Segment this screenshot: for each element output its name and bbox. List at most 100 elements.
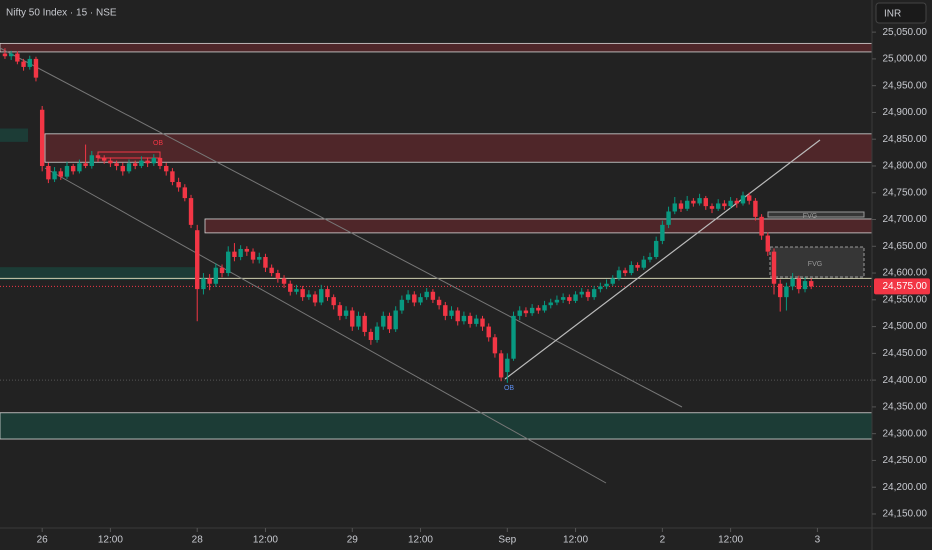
candle-body xyxy=(306,294,312,298)
fvg-box xyxy=(767,211,865,218)
candle-body xyxy=(362,315,367,332)
candle-body xyxy=(629,265,634,274)
candle-body xyxy=(467,315,473,324)
x-tick-label: 12:00 xyxy=(408,535,433,546)
candle-body xyxy=(244,248,250,252)
x-tick-label: 12:00 xyxy=(563,535,588,546)
candle-body xyxy=(164,165,169,172)
candle-body xyxy=(126,163,132,172)
candle-body xyxy=(635,265,640,268)
candle-body xyxy=(585,291,591,298)
candle-body xyxy=(740,195,746,204)
candle-body xyxy=(157,157,163,166)
candle-body xyxy=(474,318,479,324)
candle-body xyxy=(734,200,739,204)
candle-body xyxy=(151,157,157,164)
candle-body xyxy=(622,270,628,274)
y-tick-label: 24,750.00 xyxy=(883,187,928,198)
candle-body xyxy=(139,160,144,166)
y-tick-label: 24,550.00 xyxy=(883,294,928,305)
candle-body xyxy=(529,307,535,314)
zone xyxy=(0,412,873,440)
y-tick-label: 24,350.00 xyxy=(883,402,928,413)
annotation: OB xyxy=(504,385,514,392)
currency-button[interactable] xyxy=(875,2,927,24)
candle-body xyxy=(579,291,584,295)
candle-body xyxy=(573,294,578,301)
candle-body xyxy=(480,318,485,327)
trend-line xyxy=(504,139,821,380)
candle-body xyxy=(170,171,175,183)
y-tick-label: 24,150.00 xyxy=(883,509,928,520)
candle-body xyxy=(108,160,113,164)
annotation: FVG xyxy=(803,213,817,220)
candle-body xyxy=(207,278,212,284)
zone xyxy=(0,267,195,281)
candle-body xyxy=(412,294,417,303)
candle-body xyxy=(226,251,231,274)
zone xyxy=(0,42,873,53)
candle-body xyxy=(46,165,51,180)
y-tick-label: 24,450.00 xyxy=(883,348,928,359)
candle-body xyxy=(684,200,690,209)
fvg-box xyxy=(769,246,865,278)
candle-body xyxy=(498,353,504,378)
candle-body xyxy=(64,165,70,177)
candle-body xyxy=(505,358,510,373)
candle-body xyxy=(319,289,324,303)
candle-body xyxy=(52,171,57,180)
zone xyxy=(0,128,28,142)
currency[interactable]: INR xyxy=(884,9,901,20)
candle-body xyxy=(182,187,188,199)
y-tick-label: 24,500.00 xyxy=(883,321,928,332)
candle-body xyxy=(33,58,39,78)
candle-body xyxy=(784,286,789,298)
candle-body xyxy=(536,307,541,311)
candle-body xyxy=(275,273,281,279)
candle-body xyxy=(238,248,243,257)
candle-body xyxy=(312,294,318,303)
channel-line xyxy=(0,47,683,408)
y-tick-label: 24,950.00 xyxy=(883,80,928,91)
zone xyxy=(204,218,873,234)
x-tick-label: Sep xyxy=(498,535,516,546)
candle-body xyxy=(232,251,237,257)
candle-body xyxy=(455,310,460,322)
candle-body xyxy=(523,310,529,314)
candle-body xyxy=(145,160,150,164)
candle-body xyxy=(703,198,708,207)
candle-body xyxy=(95,155,101,158)
candle-body xyxy=(511,315,516,359)
candle-body xyxy=(133,163,138,166)
candle-body xyxy=(114,163,119,166)
candle-body xyxy=(288,283,293,292)
y-tick-label: 25,000.00 xyxy=(883,54,928,65)
candle-body xyxy=(759,216,764,236)
candle-body xyxy=(2,53,8,57)
x-tick-label: 28 xyxy=(192,535,204,546)
last-price-label: 24,575.00 xyxy=(883,281,928,292)
x-tick-label: 12:00 xyxy=(98,535,123,546)
candle-body xyxy=(728,200,733,207)
candle-body xyxy=(300,289,305,298)
y-tick-label: 24,200.00 xyxy=(883,482,928,493)
candle-body xyxy=(517,310,522,316)
x-tick-label: 29 xyxy=(347,535,359,546)
y-tick-label: 24,650.00 xyxy=(883,241,928,252)
y-tick-label: 24,800.00 xyxy=(883,161,928,172)
candle-body xyxy=(387,315,392,330)
x-tick-label: 3 xyxy=(815,535,821,546)
candle-body xyxy=(263,256,268,268)
candle-body xyxy=(722,203,727,207)
candle-body xyxy=(672,203,677,212)
candle-body xyxy=(598,286,603,290)
candle-body xyxy=(399,299,405,311)
candle-body xyxy=(21,61,26,67)
candle-body xyxy=(492,337,498,354)
candle-body xyxy=(368,331,374,340)
candle-body xyxy=(443,305,448,316)
candle-body xyxy=(281,278,287,284)
candle-body xyxy=(350,310,355,327)
